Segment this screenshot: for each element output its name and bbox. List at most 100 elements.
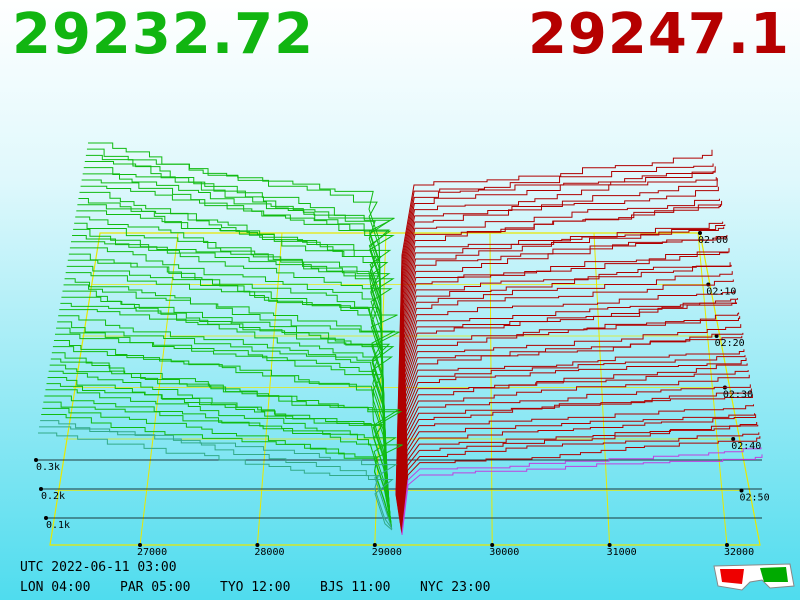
- bid-depth-line: [61, 296, 391, 512]
- ask-depth-line: [397, 224, 726, 506]
- bid-depth-line: [49, 364, 401, 521]
- ask-depth-line: [398, 312, 740, 517]
- time-label: 02:00: [698, 235, 728, 246]
- bid-depth-line: [70, 241, 393, 504]
- price-grid-line: [139, 232, 179, 546]
- time-label: 02:20: [715, 338, 745, 349]
- ask-depth-line: [397, 271, 733, 512]
- tick-dot: [34, 458, 38, 462]
- ask-depth-line: [401, 454, 763, 536]
- tick-dot: [44, 516, 48, 520]
- ask-depth-line: [398, 316, 741, 518]
- bid-depth-line: [50, 358, 391, 520]
- ask-depth-line: [400, 404, 754, 529]
- time-zone: NYC 23:00: [420, 580, 491, 595]
- tick-dot: [714, 334, 719, 338]
- time-label: 02:10: [706, 287, 736, 298]
- bid-depth-line: [59, 309, 394, 514]
- price-grid-line: [489, 232, 493, 546]
- ask-depth-line: [400, 414, 757, 530]
- ask-depth-line: [399, 332, 744, 520]
- tick-dot: [698, 231, 702, 235]
- time-label: 02:30: [723, 390, 753, 401]
- bid-depth-line: [77, 204, 388, 499]
- bid-depth-line: [82, 173, 393, 495]
- ask-depth-line: [400, 388, 752, 527]
- time-zone: TYO 12:00: [220, 580, 291, 595]
- bid-depth-line: [64, 278, 400, 509]
- ask-depth-line: [398, 279, 734, 513]
- price-label: 30000: [489, 547, 519, 558]
- depth-label: 0.2k: [41, 491, 65, 502]
- bid-depth-line: [72, 235, 395, 503]
- bid-depth-line: [78, 198, 392, 498]
- ask-depth-line: [396, 178, 718, 500]
- time-zone: LON 04:00: [20, 580, 91, 595]
- bid-depth-line: [84, 161, 392, 493]
- bid-depth-line: [45, 389, 397, 525]
- ask-depth-line: [396, 177, 717, 499]
- ask-depth-line: [396, 226, 725, 505]
- tick-dot: [725, 543, 729, 547]
- bid-depth-line: [56, 327, 391, 516]
- bid-depth-line: [60, 302, 390, 513]
- tick-dot: [372, 543, 377, 547]
- ask-depth-line: [397, 262, 731, 510]
- time-zone: PAR 05:00: [120, 580, 191, 595]
- ask-depth-line: [401, 432, 760, 533]
- bid-depth-line: [42, 407, 392, 527]
- bid-depth-line: [51, 352, 403, 519]
- tick-dot: [255, 543, 260, 547]
- price-label: 27000: [137, 547, 167, 558]
- bid-depth-line: [88, 142, 387, 491]
- bid-depth-line: [80, 185, 390, 496]
- bid-depth-line: [75, 216, 389, 501]
- bid-depth-line: [46, 383, 392, 524]
- ask-depth-line: [400, 394, 753, 528]
- ask-depth-line: [398, 299, 736, 514]
- time-zone: BJS 11:00: [320, 580, 391, 595]
- ask-depth-line: [399, 363, 748, 524]
- ask-depth-line: [396, 221, 724, 504]
- tick-dot: [607, 543, 612, 547]
- price-label: 28000: [254, 547, 284, 558]
- tick-dot: [490, 543, 495, 547]
- ask-depth-line: [395, 149, 713, 496]
- ask-depth-line: [398, 298, 739, 516]
- bid-depth-line: [76, 210, 388, 500]
- ask-depth-line: [396, 186, 719, 501]
- bid-depth-line: [63, 284, 396, 510]
- tick-dot: [39, 487, 43, 491]
- ask-depth-line: [395, 163, 714, 496]
- ask-depth-line: [397, 248, 730, 509]
- utc-time: UTC 2022-06-11 03:00: [20, 560, 177, 575]
- bid-depth-line: [39, 426, 398, 530]
- ask-depth-line: [399, 355, 746, 522]
- ask-depth-line: [397, 235, 728, 507]
- ask-depth-line: [401, 436, 761, 534]
- depth-label: 0.3k: [36, 462, 60, 473]
- ask-depth-line: [400, 424, 759, 532]
- ask-depth-line: [398, 302, 737, 515]
- price-grid-line: [256, 232, 283, 546]
- bid-depth-line: [43, 401, 392, 526]
- bid-depth-line: [73, 228, 389, 502]
- bid-depth-line: [57, 321, 391, 515]
- bid-depth-line: [74, 222, 391, 502]
- price-grid-line: [593, 232, 611, 546]
- bid-depth-line: [86, 148, 387, 491]
- ask-depth-line: [398, 290, 735, 513]
- bid-depth-line: [41, 413, 393, 528]
- bid-depth-line: [69, 247, 389, 505]
- price-label: 29000: [372, 547, 402, 558]
- tick-dot: [731, 437, 736, 441]
- ask-depth-line: [399, 370, 749, 524]
- ask-depth-line: [400, 413, 756, 530]
- ask-depth-line: [399, 349, 745, 521]
- tick-dot: [138, 543, 142, 547]
- bid-depth-line: [38, 432, 394, 531]
- price-label: 32000: [724, 547, 754, 558]
- ask-depth-line: [401, 447, 762, 535]
